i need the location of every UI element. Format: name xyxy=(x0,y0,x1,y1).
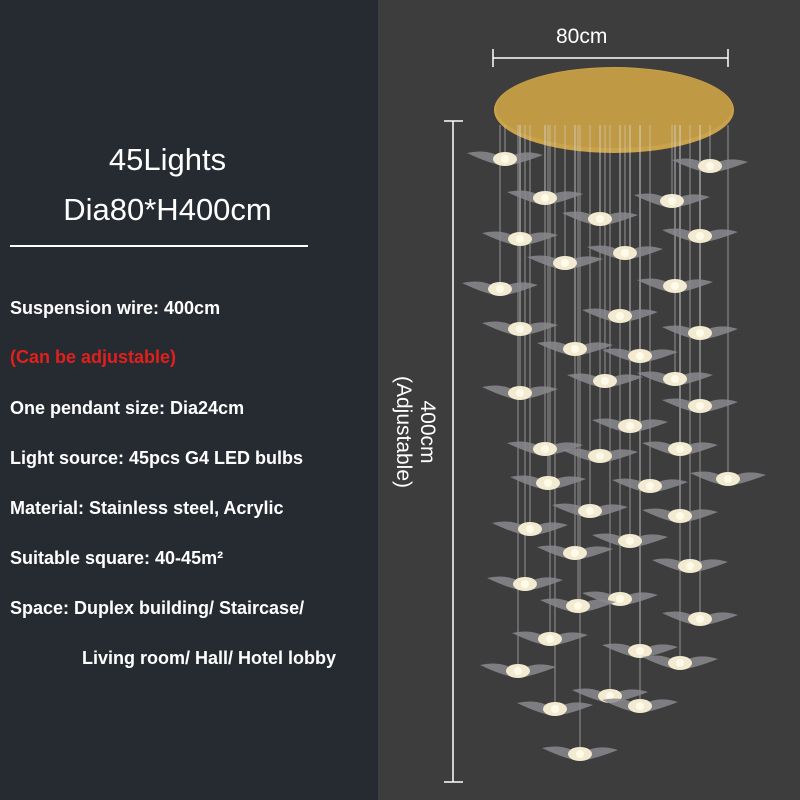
bird-pendant xyxy=(587,245,663,260)
divider xyxy=(10,245,308,247)
bird-pendants xyxy=(462,151,766,761)
bird-pendant xyxy=(662,228,738,243)
bird-pendant xyxy=(540,598,616,613)
height-value: 400cm xyxy=(416,400,439,464)
bird-pendant xyxy=(537,341,613,356)
bird-pendant xyxy=(592,418,668,433)
bird-pendant xyxy=(690,471,766,486)
bird-pendant xyxy=(637,371,713,386)
bird-pendant xyxy=(512,631,588,646)
spec-space: Space: Duplex building/ Staircase/ xyxy=(10,598,305,618)
bird-pendant xyxy=(507,190,583,205)
bird-pendant xyxy=(562,211,638,226)
bird-pendant xyxy=(662,611,738,626)
lights-count-title: 45Lights xyxy=(108,142,227,177)
spec-panel xyxy=(0,0,378,800)
spec-space-continued: Living room/ Hall/ Hotel lobby xyxy=(82,648,337,668)
bird-pendant xyxy=(642,441,718,456)
bird-pendant xyxy=(510,475,586,490)
bird-pendant xyxy=(507,441,583,456)
bird-pendant xyxy=(552,503,628,518)
bird-pendant xyxy=(634,193,710,208)
spec-suspension-wire: Suspension wire: 400cm xyxy=(10,298,221,318)
bird-pendant xyxy=(582,308,658,323)
bird-pendant xyxy=(637,278,713,293)
width-label: 80cm xyxy=(556,25,608,48)
spec-suitable-square: Suitable square: 40-45m² xyxy=(10,548,224,568)
bird-pendant xyxy=(562,448,638,463)
bird-pendant xyxy=(592,533,668,548)
height-note: (Adjustable) xyxy=(392,375,415,489)
bird-pendant xyxy=(567,373,643,388)
bird-pendant xyxy=(482,231,558,246)
bird-pendant xyxy=(462,281,538,296)
bird-pendant xyxy=(662,325,738,340)
bird-pendant xyxy=(642,655,718,670)
size-title: Dia80*H400cm xyxy=(63,192,272,227)
bird-pendant xyxy=(482,385,558,400)
spec-pendant-size: One pendant size: Dia24cm xyxy=(10,398,245,418)
bird-pendant xyxy=(517,701,593,716)
bird-pendant xyxy=(480,663,556,678)
bird-pendant xyxy=(602,698,678,713)
width-dimension-line xyxy=(492,49,729,67)
bird-pendant xyxy=(542,746,618,761)
canopy-edge xyxy=(496,68,732,148)
spec-adjustable-note: (Can be adjustable) xyxy=(10,347,177,367)
bird-pendant xyxy=(612,478,688,493)
height-dimension-line xyxy=(444,120,463,783)
height-label: 400cm (Adjustable) xyxy=(391,376,439,488)
bird-pendant xyxy=(662,398,738,413)
spec-material: Material: Stainless steel, Acrylic xyxy=(10,498,284,518)
bird-pendant xyxy=(492,521,568,536)
bird-pendant xyxy=(582,591,658,606)
bird-pendant xyxy=(602,348,678,363)
spec-light-source: Light source: 45pcs G4 LED bulbs xyxy=(10,448,304,468)
bird-pendant xyxy=(467,151,543,166)
bird-pendant xyxy=(527,255,603,270)
bird-pendant xyxy=(642,508,718,523)
bird-pendant xyxy=(672,158,748,173)
bird-pendant xyxy=(537,545,613,560)
bird-pendant xyxy=(482,321,558,336)
bird-pendant xyxy=(487,576,563,591)
bird-pendant xyxy=(602,643,678,658)
bird-pendant xyxy=(652,558,728,573)
